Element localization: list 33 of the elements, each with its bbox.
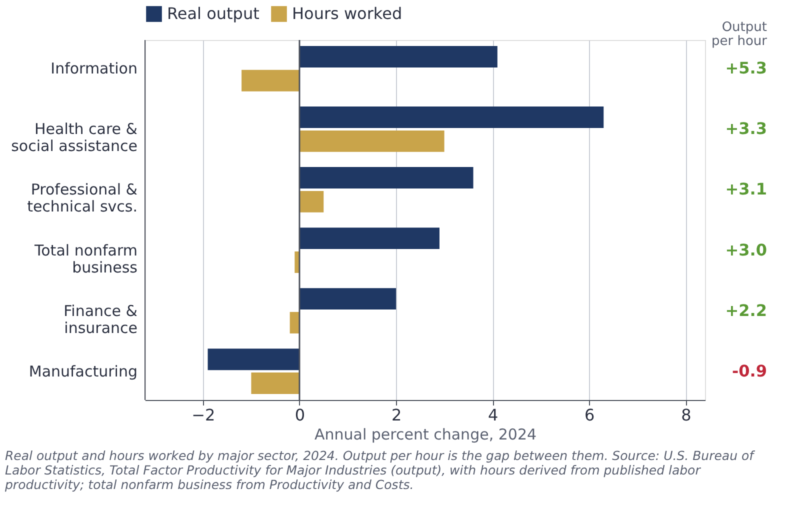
text: Real output and hours worked by major sector, 2024. Output per hour is the gap between them. Source: U.S. Bureau of Labor Statistics, Total Factor Productivity for Major Industries (output), with hours derived from published labor productivity; total nonfarm business from Productivity and Costs. [4,448,756,492]
y-tick-label: Information [50,60,138,78]
text: +3.0 [725,240,767,260]
y-tick-label: Health care & social assistance [11,120,138,156]
bar [242,70,300,92]
text: Output per hour [711,20,768,49]
x-tick-label: 0 [294,406,306,424]
x-axis-title: Annual percent change, 2024 [314,426,537,444]
bar [251,372,300,394]
text: -0.9 [732,361,767,380]
bar [299,130,444,152]
legend-label: Hours worked [292,4,402,23]
legend-label: Real output [167,4,260,23]
x-tick-label: 6 [584,406,595,424]
text: +3.3 [725,119,767,138]
text: +5.3 [725,58,767,78]
bar [299,190,324,212]
x-tick-label: 4 [488,406,498,424]
x-tick-label: 8 [681,406,692,424]
bar [208,348,300,370]
y-tick-label: Professional & technical svcs. [27,180,138,216]
bar [299,46,498,68]
text: +3.1 [725,180,767,199]
y-tick-label: Finance & insurance [64,302,138,337]
bar [299,167,474,189]
x-tick-label: −2 [192,406,216,424]
y-tick-label: Total nonfarm business [34,241,138,276]
y-tick-label: Manufacturing [28,362,138,380]
text: +2.2 [725,300,767,320]
bar [299,288,396,310]
bar [299,106,604,128]
x-tick-label: 2 [391,406,402,424]
bar [299,228,440,250]
